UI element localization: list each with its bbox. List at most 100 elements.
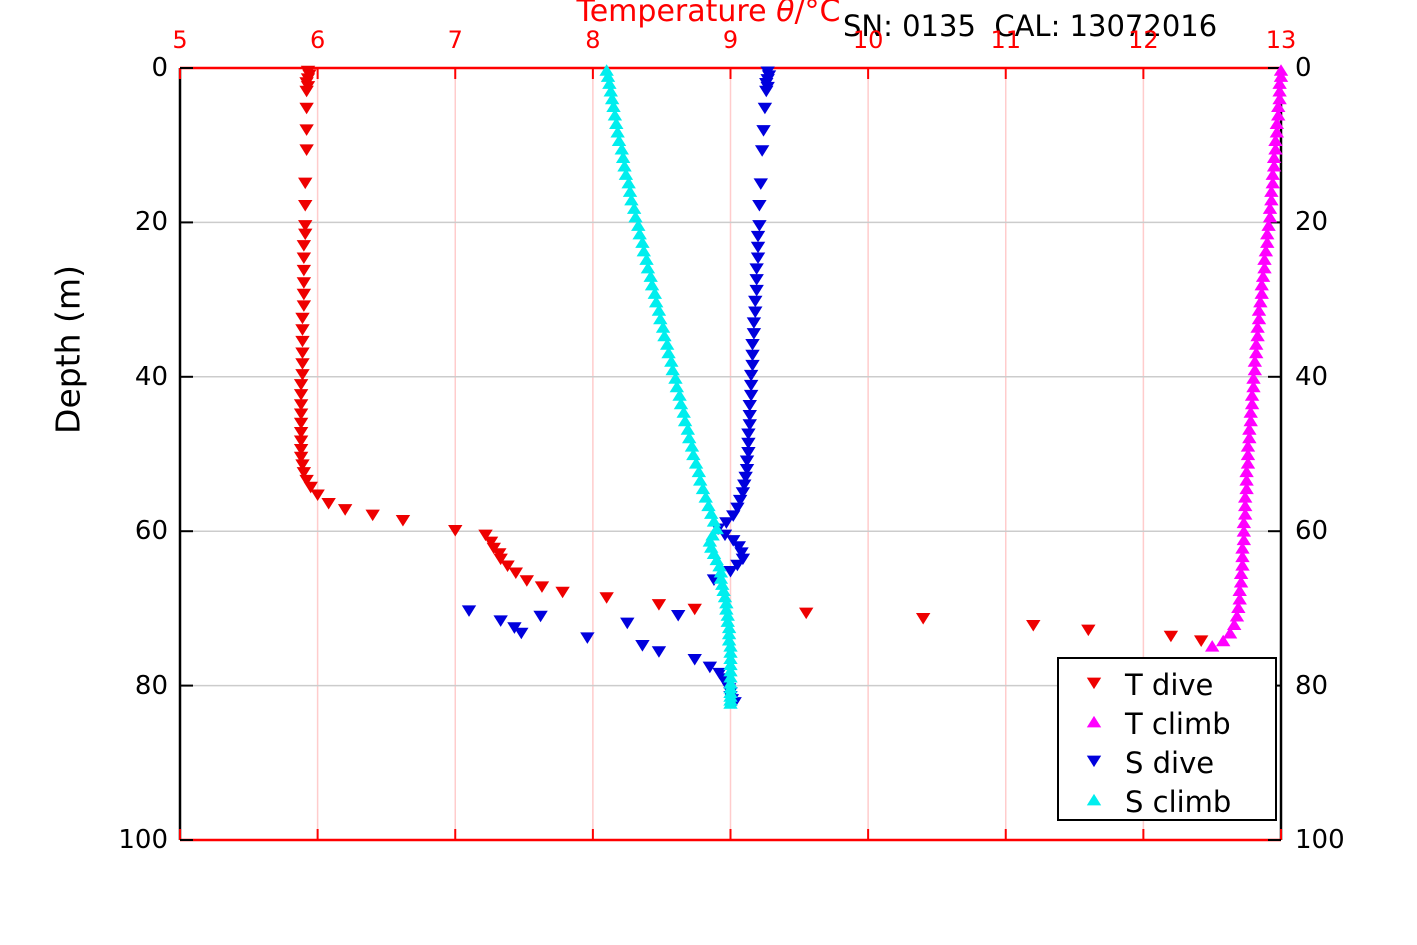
down-triangle-icon <box>1071 750 1117 776</box>
legend-item-s-climb[interactable]: S climb <box>1059 782 1275 821</box>
data-point <box>639 253 654 265</box>
x-tick-label: 11 <box>990 26 1022 54</box>
data-point <box>631 219 646 231</box>
data-point <box>735 553 751 566</box>
data-point <box>1227 618 1242 631</box>
data-point <box>1236 533 1252 546</box>
data-point <box>730 502 745 515</box>
data-point <box>1240 457 1256 469</box>
data-point <box>622 185 638 197</box>
x-tick-label: 6 <box>309 26 326 54</box>
data-point <box>669 380 685 393</box>
data-point <box>745 349 760 362</box>
data-point <box>293 426 309 439</box>
data-point <box>721 633 737 646</box>
data-point <box>1246 380 1261 393</box>
data-point <box>1254 287 1269 299</box>
data-point <box>1264 185 1279 197</box>
data-point <box>719 517 734 529</box>
chart-legend[interactable]: T dive T climb S dive S climb <box>1057 657 1277 821</box>
down-triangle-icon <box>1071 672 1117 698</box>
x-tick-label: 12 <box>1128 26 1159 54</box>
data-point <box>533 610 548 623</box>
data-point <box>1250 329 1265 342</box>
data-point <box>1243 406 1258 418</box>
data-point <box>620 617 635 630</box>
data-point <box>298 228 313 241</box>
y-tick-label-left: 100 <box>118 825 168 855</box>
data-point <box>719 603 734 615</box>
data-point <box>299 474 314 487</box>
legend-item-s-dive[interactable]: S dive <box>1059 743 1275 782</box>
data-point <box>743 379 759 392</box>
data-point <box>293 389 309 401</box>
y-tick-label-right: 60 <box>1295 516 1329 547</box>
data-point <box>706 515 722 527</box>
data-point <box>1240 440 1256 452</box>
data-point <box>478 529 493 542</box>
data-point <box>610 125 625 138</box>
data-point <box>720 609 735 621</box>
title-temperature-text: Temperature <box>576 0 777 29</box>
data-point <box>1269 117 1285 129</box>
data-point <box>298 200 313 212</box>
data-point <box>741 447 756 459</box>
data-point <box>621 176 636 189</box>
data-point <box>295 324 310 336</box>
data-point <box>1242 431 1257 444</box>
data-point <box>618 168 634 180</box>
data-point <box>1272 77 1287 89</box>
data-point <box>614 142 629 155</box>
data-point <box>757 102 773 115</box>
data-point <box>293 417 309 430</box>
data-point <box>1260 236 1275 248</box>
data-point <box>534 581 550 593</box>
data-point <box>1266 151 1282 163</box>
data-point <box>1163 630 1179 643</box>
legend-item-t-climb[interactable]: T climb <box>1059 704 1275 743</box>
data-point <box>1272 85 1287 97</box>
data-point <box>653 312 668 325</box>
data-point <box>461 605 477 617</box>
data-point <box>756 125 771 137</box>
data-point <box>293 408 309 420</box>
chart-title: Temperature θ/°C <box>0 0 1417 29</box>
data-point <box>1257 261 1272 274</box>
legend-item-t-dive[interactable]: T dive <box>1059 665 1275 704</box>
data-point <box>717 590 733 603</box>
data-point <box>648 295 664 308</box>
data-point <box>293 443 309 456</box>
data-point <box>1273 64 1289 76</box>
data-point <box>713 565 729 578</box>
data-point <box>500 560 515 573</box>
data-point <box>1232 593 1247 605</box>
data-point <box>1026 619 1041 632</box>
series-t-dive <box>293 65 1209 647</box>
data-point <box>655 321 671 333</box>
data-point <box>603 85 618 97</box>
y-tick-label-left: 60 <box>134 516 168 547</box>
data-point <box>609 117 624 129</box>
data-point <box>299 124 314 136</box>
data-point <box>303 481 318 494</box>
data-point <box>737 479 752 491</box>
data-point <box>1233 576 1249 588</box>
data-point <box>741 437 756 450</box>
data-point <box>1254 278 1269 291</box>
y-tick-label-left: 20 <box>134 207 168 238</box>
data-point <box>493 553 508 566</box>
data-point <box>735 487 751 499</box>
data-point <box>701 499 716 512</box>
data-point <box>483 536 499 549</box>
data-point <box>611 134 627 146</box>
data-point <box>1239 474 1254 486</box>
y-tick-label-right: 40 <box>1295 361 1329 392</box>
data-point <box>1255 270 1271 282</box>
data-point <box>753 178 768 190</box>
x-tick-label: 10 <box>852 26 884 54</box>
plot-frame <box>178 66 1283 842</box>
data-point <box>1262 202 1278 214</box>
data-point <box>293 435 309 447</box>
y-tick-label-right: 0 <box>1295 53 1312 83</box>
x-tick-label: 13 <box>1265 26 1297 54</box>
